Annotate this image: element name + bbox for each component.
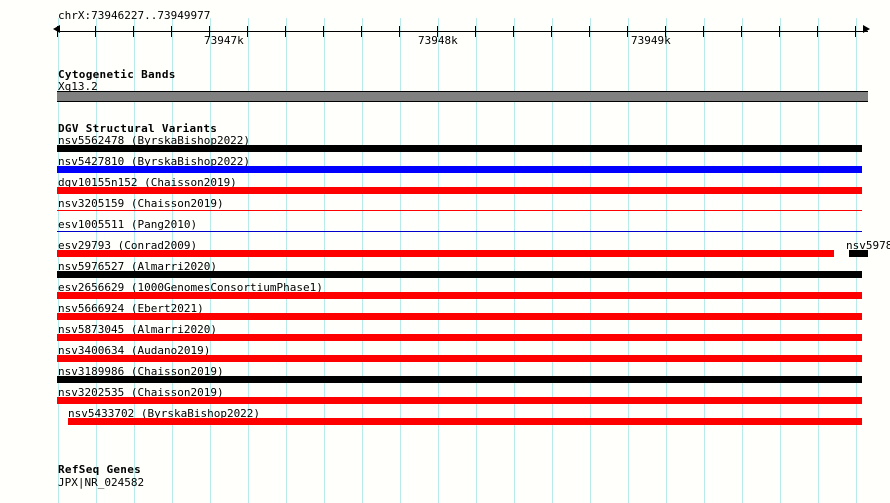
ruler-tick [665,26,666,37]
variant-feature[interactable] [57,376,862,383]
coordinate-ruler[interactable]: chrX:73946227..73949977 73947k 73948k 7394… [0,0,890,52]
dgv-structural-variants-title: DGV Structural Variants [58,122,218,135]
variant-label: nsv5666924 (Ebert2021) [58,302,204,315]
variant-feature[interactable] [57,355,862,362]
variant-label: nsv5427810 (ByrskaBishop2022) [58,155,251,168]
locus-label: chrX:73946227..73949977 [58,9,211,22]
ruler-tick-label: 73949k [631,34,671,47]
ruler-tick [437,26,438,37]
variant-feature[interactable] [57,334,862,341]
variant-feature[interactable] [68,418,862,425]
variant-feature[interactable] [57,292,862,299]
variant-feature[interactable] [57,231,862,232]
ruler-tick [475,26,476,37]
gene-name-label: JPX|NR_024582 [58,476,145,489]
variant-label: nsv5562478 (ByrskaBishop2022) [58,134,251,147]
ruler-tick [703,26,704,37]
refseq-gene-model[interactable] [0,484,890,503]
variant-label: nsv3189986 (Chaisson2019) [58,365,224,378]
left-arrow-icon [53,25,60,33]
ruler-tick [855,26,856,37]
variant-feature[interactable] [57,397,862,404]
variant-label: dgv10155n152 (Chaisson2019) [58,176,237,189]
variant-label: esv1005511 (Pang2010) [58,218,198,231]
ruler-tick [209,26,210,37]
ruler-tick [589,26,590,37]
ruler-tick [399,26,400,37]
variant-feature[interactable] [57,313,862,320]
variant-label: nsv5978 [846,239,890,252]
ruler-tick [95,26,96,37]
cytogenetic-bands-title: Cytogenetic Bands [58,68,176,81]
ruler-tick [627,26,628,37]
ruler-tick-label: 73948k [418,34,458,47]
ruler-tick [817,26,818,37]
ruler-tick [779,26,780,37]
ruler-tick [285,26,286,37]
variant-feature[interactable] [849,250,868,257]
cytoband-label: Xq13.2 [58,80,98,93]
variant-label: nsv3205159 (Chaisson2019) [58,197,224,210]
variant-feature[interactable] [57,210,862,211]
refseq-genes-title: RefSeq Genes [58,463,142,476]
ruler-tick [361,26,362,37]
ruler-tick [551,26,552,37]
variant-feature[interactable] [57,271,862,278]
ruler-tick [247,26,248,37]
variant-label: nsv5433702 (ByrskaBishop2022) [68,407,261,420]
ruler-tick [57,26,58,37]
cytoband-bar[interactable] [57,91,868,102]
variant-label: nsv5873045 (Almarri2020) [58,323,217,336]
variant-label: nsv5976527 (Almarri2020) [58,260,217,273]
ruler-axis-line [57,31,868,32]
ruler-tick [323,26,324,37]
variant-feature[interactable] [57,166,862,173]
ruler-tick-label: 73947k [204,34,244,47]
variant-label: esv2656629 (1000GenomesConsortiumPhase1) [58,281,323,294]
ruler-tick [513,26,514,37]
variant-label: nsv3202535 (Chaisson2019) [58,386,224,399]
ruler-tick [133,26,134,37]
ruler-tick [741,26,742,37]
ruler-tick [171,26,172,37]
variant-feature[interactable] [57,250,834,257]
variant-feature[interactable] [57,187,862,194]
variant-label: nsv3400634 (Audano2019) [58,344,211,357]
variant-feature[interactable] [57,145,862,152]
right-arrow-icon [863,25,870,33]
variant-label: esv29793 (Conrad2009) [58,239,198,252]
